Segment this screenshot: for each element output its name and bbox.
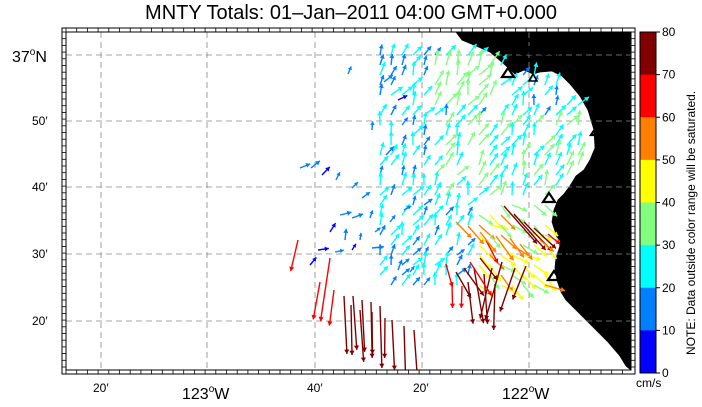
colorbar-tick-label: 30 bbox=[662, 238, 676, 252]
radar-stations bbox=[499, 66, 606, 282]
lat-label-37: 37oN bbox=[12, 47, 47, 66]
colorbar-tick-label: 60 bbox=[662, 110, 676, 124]
lon-label-40: 40′ bbox=[307, 381, 323, 395]
colorbar-unit: cm/s bbox=[636, 376, 661, 390]
longitude-labels: 20′ 123oW 40′ 20′ 122oW bbox=[93, 381, 550, 403]
colorbar-segment bbox=[640, 287, 656, 331]
colorbar: 80 70 60 50 40 30 20 10 0 cm/s NOTE: Data outsid… bbox=[636, 25, 698, 390]
lon-label-122: 122oW bbox=[502, 384, 550, 403]
colorbar-segment bbox=[640, 117, 656, 161]
colorbar-tick-label: 70 bbox=[662, 68, 676, 82]
colorbar-segment bbox=[640, 159, 656, 203]
map-frame bbox=[61, 27, 636, 375]
colorbar-tick-label: 80 bbox=[662, 25, 676, 39]
coastline-land bbox=[455, 32, 631, 370]
speed-scale-label: 25 cm/s bbox=[520, 43, 568, 58]
colorbar-segment bbox=[640, 245, 656, 289]
colorbar-segment bbox=[640, 202, 656, 246]
distance-scale-label: 10 km bbox=[574, 235, 611, 250]
station-marker bbox=[540, 191, 558, 204]
colorbar-tick-label: 50 bbox=[662, 153, 676, 167]
station-marker bbox=[560, 203, 578, 216]
colorbar-tick-label: 10 bbox=[662, 323, 676, 337]
station-marker bbox=[588, 124, 606, 137]
speed-scale: 25 cm/s bbox=[520, 43, 600, 58]
lon-label-20b: 20′ bbox=[413, 381, 429, 395]
station-marker bbox=[527, 72, 539, 82]
current-vectors bbox=[289, 43, 590, 370]
map-title: MNTY Totals: 01–Jan–2011 04:00 GMT+0.000 bbox=[145, 2, 557, 24]
colorbar-segment bbox=[640, 32, 656, 76]
colorbar-tick-label: 0 bbox=[662, 366, 669, 380]
lat-label-40: 40′ bbox=[32, 180, 48, 194]
colorbar-segment bbox=[640, 330, 656, 374]
colorbar-tick-label: 40 bbox=[662, 196, 676, 210]
station-marker bbox=[499, 66, 517, 79]
station-marker bbox=[545, 269, 563, 282]
lat-label-50: 50′ bbox=[32, 114, 48, 128]
colorbar-note: NOTE: Data outside color range will be s… bbox=[684, 91, 698, 355]
colorbar-segment bbox=[640, 74, 656, 118]
lat-label-20: 20′ bbox=[32, 314, 48, 328]
colorbar-tick-label: 20 bbox=[662, 281, 676, 295]
distance-scale: 10 km bbox=[568, 235, 611, 256]
graticule bbox=[66, 32, 631, 370]
lon-label-20a: 20′ bbox=[93, 381, 109, 395]
lat-label-30: 30′ bbox=[32, 247, 48, 261]
lon-label-123: 123oW bbox=[182, 384, 230, 403]
latitude-labels: 37oN 50′ 40′ 30′ 20′ bbox=[12, 47, 48, 328]
